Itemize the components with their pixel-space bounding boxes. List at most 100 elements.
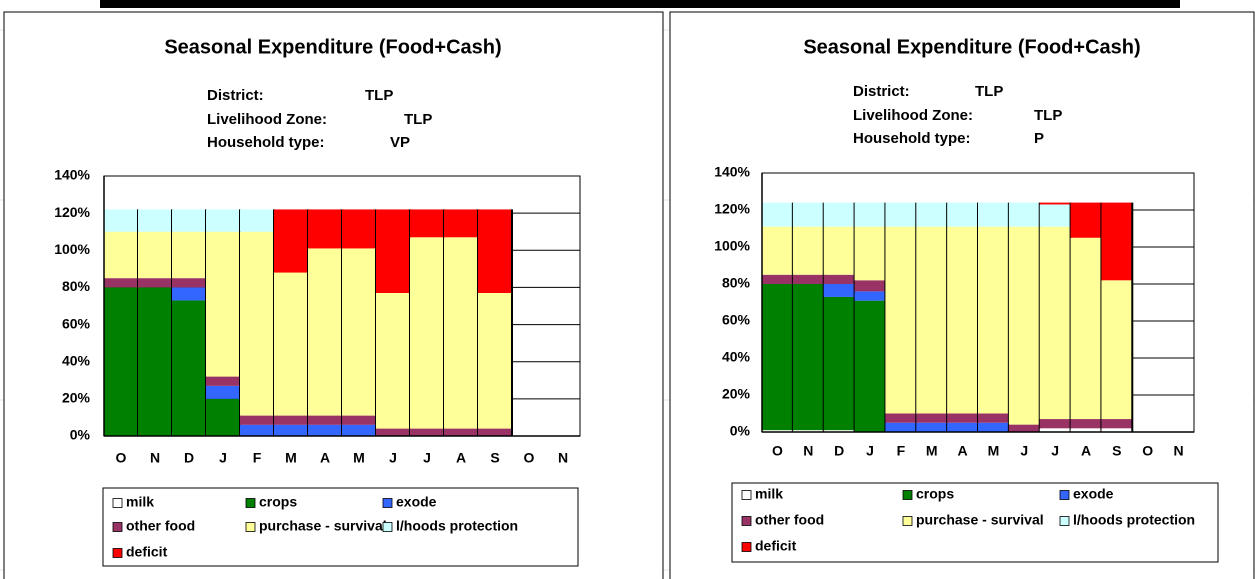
x-tick-label: M xyxy=(926,443,938,459)
bar-segment xyxy=(978,413,1009,423)
legend-swatch xyxy=(741,490,752,500)
legend-label: exode xyxy=(396,494,437,510)
bar-segment xyxy=(854,280,886,292)
bar-segment xyxy=(947,226,978,414)
bar-segment xyxy=(308,415,342,425)
y-tick-label: 40% xyxy=(722,349,751,365)
bar-segment xyxy=(947,422,978,432)
info-label: District: xyxy=(207,87,264,104)
bar-segment xyxy=(978,422,1009,432)
legend-label: l/hoods protection xyxy=(396,518,518,534)
bar-segment xyxy=(823,226,855,275)
bar-segment xyxy=(823,430,855,432)
bar-segment xyxy=(478,209,512,293)
bar-segment xyxy=(104,209,138,232)
bar-segment xyxy=(916,422,948,432)
bar-segment xyxy=(274,272,308,416)
bar-segment xyxy=(308,424,342,436)
bar-segment xyxy=(947,413,978,423)
x-tick-label: M xyxy=(285,450,297,466)
bar-segment xyxy=(104,278,138,288)
legend-label: purchase - survival xyxy=(916,512,1044,528)
info-value: VP xyxy=(390,134,410,151)
bar-segment xyxy=(240,209,274,232)
x-tick-label: O xyxy=(116,450,127,466)
bar-segment xyxy=(916,226,948,414)
y-tick-label: 80% xyxy=(722,275,751,291)
bar-segment xyxy=(1008,424,1040,432)
bar-segment xyxy=(376,428,410,436)
bar-segment xyxy=(206,376,240,386)
legend-swatch xyxy=(741,542,752,552)
info-value: TLP xyxy=(365,87,393,104)
x-tick-label: A xyxy=(456,450,466,466)
y-tick-label: 120% xyxy=(714,201,750,217)
bar-segment xyxy=(823,202,855,227)
bar-segment xyxy=(792,430,824,432)
bar-segment xyxy=(792,274,824,284)
legend-label: milk xyxy=(755,486,783,502)
y-tick-label: 0% xyxy=(730,423,751,439)
y-tick-label: 0% xyxy=(70,427,91,443)
bar-segment xyxy=(854,202,886,227)
bar-segment xyxy=(885,202,917,227)
bar-segment xyxy=(1070,237,1102,420)
bar-segment xyxy=(206,209,240,232)
bar-segment xyxy=(762,430,793,432)
info-label: Household type: xyxy=(853,130,971,147)
bar-segment xyxy=(978,226,1009,414)
bar-segment xyxy=(206,231,240,377)
x-tick-label: O xyxy=(524,450,535,466)
legend-swatch xyxy=(382,522,393,532)
legend-swatch xyxy=(382,498,393,508)
bar-segment xyxy=(1039,204,1071,227)
legend-swatch xyxy=(741,516,752,526)
chart-title: Seasonal Expenditure (Food+Cash) xyxy=(164,36,501,58)
bar-segment xyxy=(172,300,206,436)
bar-segment xyxy=(240,415,274,425)
x-tick-label: J xyxy=(1020,443,1028,459)
bar-segment xyxy=(1008,226,1040,425)
bar-segment xyxy=(1101,428,1133,432)
x-tick-label: J xyxy=(219,450,227,466)
bar-segment xyxy=(410,237,444,429)
bar-segment xyxy=(762,202,793,227)
y-tick-label: 140% xyxy=(714,164,750,180)
bar-segment xyxy=(823,284,855,297)
legend-label: exode xyxy=(1073,486,1114,502)
bar-segment xyxy=(172,209,206,232)
bar-segment xyxy=(104,287,138,436)
bar-segment xyxy=(138,209,172,232)
info-label: Livelihood Zone: xyxy=(207,111,327,128)
x-tick-label: A xyxy=(320,450,330,466)
bar-segment xyxy=(1039,428,1071,432)
x-tick-label: F xyxy=(897,443,906,459)
bar-segment xyxy=(376,209,410,293)
bar-segment xyxy=(444,209,478,238)
bar-segment xyxy=(792,202,824,227)
bar-segment xyxy=(854,300,886,432)
y-tick-label: 80% xyxy=(62,278,91,294)
bar-segment xyxy=(410,209,444,238)
bar-segment xyxy=(1101,419,1133,429)
bar-segment xyxy=(1070,419,1102,429)
x-tick-label: F xyxy=(253,450,262,466)
y-tick-label: 100% xyxy=(54,241,90,257)
bar-segment xyxy=(410,428,444,436)
bar-segment xyxy=(240,231,274,416)
bar-segment xyxy=(138,231,172,279)
x-tick-label: S xyxy=(1112,443,1121,459)
bar-segment xyxy=(978,202,1009,227)
x-tick-label: N xyxy=(150,450,160,466)
y-tick-label: 60% xyxy=(62,315,91,331)
bar-segment xyxy=(885,422,917,432)
legend-label: purchase - survival xyxy=(259,518,387,534)
info-value: TLP xyxy=(975,83,1003,100)
bar-segment xyxy=(916,413,948,423)
legend-box xyxy=(731,482,1219,563)
info-label: District: xyxy=(853,83,910,100)
legend-swatch xyxy=(245,522,256,532)
bar-segment xyxy=(1039,226,1071,420)
legend-swatch xyxy=(902,490,913,500)
x-tick-label: J xyxy=(866,443,874,459)
